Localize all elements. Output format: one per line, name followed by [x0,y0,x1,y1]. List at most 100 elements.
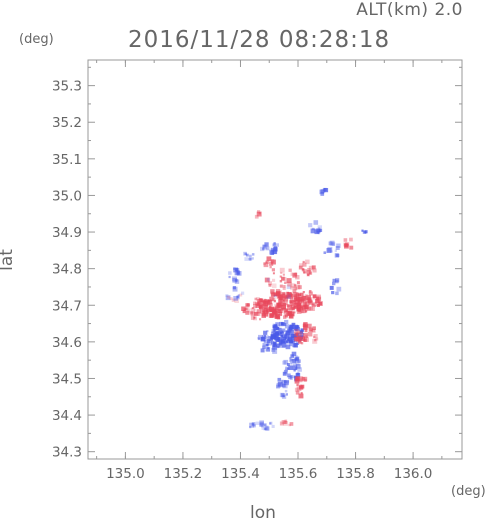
echo-pixel [279,290,282,293]
echo-pixel [277,302,282,307]
echo-pixel [279,280,283,283]
echo-pixel [306,295,311,301]
echo-pixel [263,262,269,268]
echo-pixel [266,299,269,302]
echo-pixel [308,327,313,332]
plot-frame [87,59,463,460]
echo-pixel [288,326,293,331]
echo-pixel [284,308,288,312]
echo-pixel [298,336,302,340]
echo-pixel [236,295,240,299]
x-tick-label: 136.0 [394,466,433,482]
echo-pixel [298,384,302,388]
echo-pixel [241,291,245,295]
echo-pixel [284,295,289,299]
echo-pixel [311,265,316,270]
echo-pixel [235,270,240,275]
echo-pixel [232,277,238,283]
echo-pixel [290,340,293,344]
echo-pixel [293,311,296,314]
echo-pixel [335,279,339,284]
echo-pixel [280,302,284,306]
echo-pixel [271,341,275,345]
echo-pixel [271,308,277,313]
echo-pixel [306,297,312,303]
echo-pixel [254,214,259,219]
echo-pixel [291,307,295,311]
echo-pixel [296,307,300,311]
echo-pixel [297,304,302,309]
echo-pixel [260,246,265,252]
echo-pixel [297,367,302,372]
echo-pixel [279,421,284,426]
echo-pixel [236,268,240,272]
echo-pixel [274,315,278,319]
echo-pixel [237,294,240,297]
echo-pixel [310,228,316,234]
echo-pixel [271,307,274,310]
echo-pixel [302,302,307,307]
echo-pixel [313,297,316,300]
echo-pixel [296,364,301,369]
echo-pixel [284,380,289,386]
y-tick-label: 34.6 [52,335,82,351]
echo-pixel [257,336,260,340]
echo-pixel [269,261,274,266]
echo-pixel [294,378,300,384]
echo-pixel [272,272,275,275]
echo-pixel [252,424,256,428]
echo-pixel [298,300,301,303]
echo-pixel [312,268,317,273]
echo-pixel [243,308,246,311]
echo-pixel [285,344,291,350]
echo-pixel [307,297,313,302]
echo-pixel [308,291,313,296]
echo-pixel [269,296,274,302]
echo-pixel [250,316,255,320]
chart-title-timestamp: 2016/11/28 08:28:18 [128,27,391,53]
echo-pixel [251,423,254,426]
echo-pixel [275,314,278,317]
echo-pixel [301,299,305,303]
echo-pixel [277,346,280,349]
echo-pixel [280,299,285,305]
echo-pixel [276,308,279,311]
echo-pixel [318,232,321,235]
y-tick-label: 34.9 [52,225,82,241]
echo-pixel [293,306,297,309]
echo-pixel [307,273,310,277]
echo-pixel [272,297,276,301]
echo-pixel [296,281,300,285]
echo-pixel [309,306,313,311]
echo-pixel [260,305,264,309]
echo-pixel [274,303,278,307]
echo-pixel [297,359,301,363]
echo-pixel [257,337,260,341]
echo-pixel [298,393,304,399]
echo-pixel [318,229,322,232]
echo-pixel [266,339,271,343]
echo-pixel [271,331,276,337]
echo-pixel [290,336,295,340]
echo-pixel [263,340,267,343]
echo-pixel [271,259,276,265]
echo-pixel [275,289,281,294]
echo-pixel [241,306,246,311]
echo-pixel [295,292,300,297]
echo-pixel [329,240,335,246]
echo-pixel [270,247,275,252]
echo-pixel [273,294,277,298]
echo-pixel [261,426,265,430]
echo-pixel [288,333,294,339]
echo-pixel [295,361,300,366]
echo-pixel [263,309,269,315]
echo-pixel [283,311,287,314]
echo-pixel [296,386,302,392]
y-tick-label: 35.0 [52,188,82,204]
echo-pixel [289,356,292,359]
echo-pixel [283,359,289,365]
echo-pixel [315,337,319,341]
echo-pixel [263,425,269,431]
echo-pixel [316,231,320,234]
